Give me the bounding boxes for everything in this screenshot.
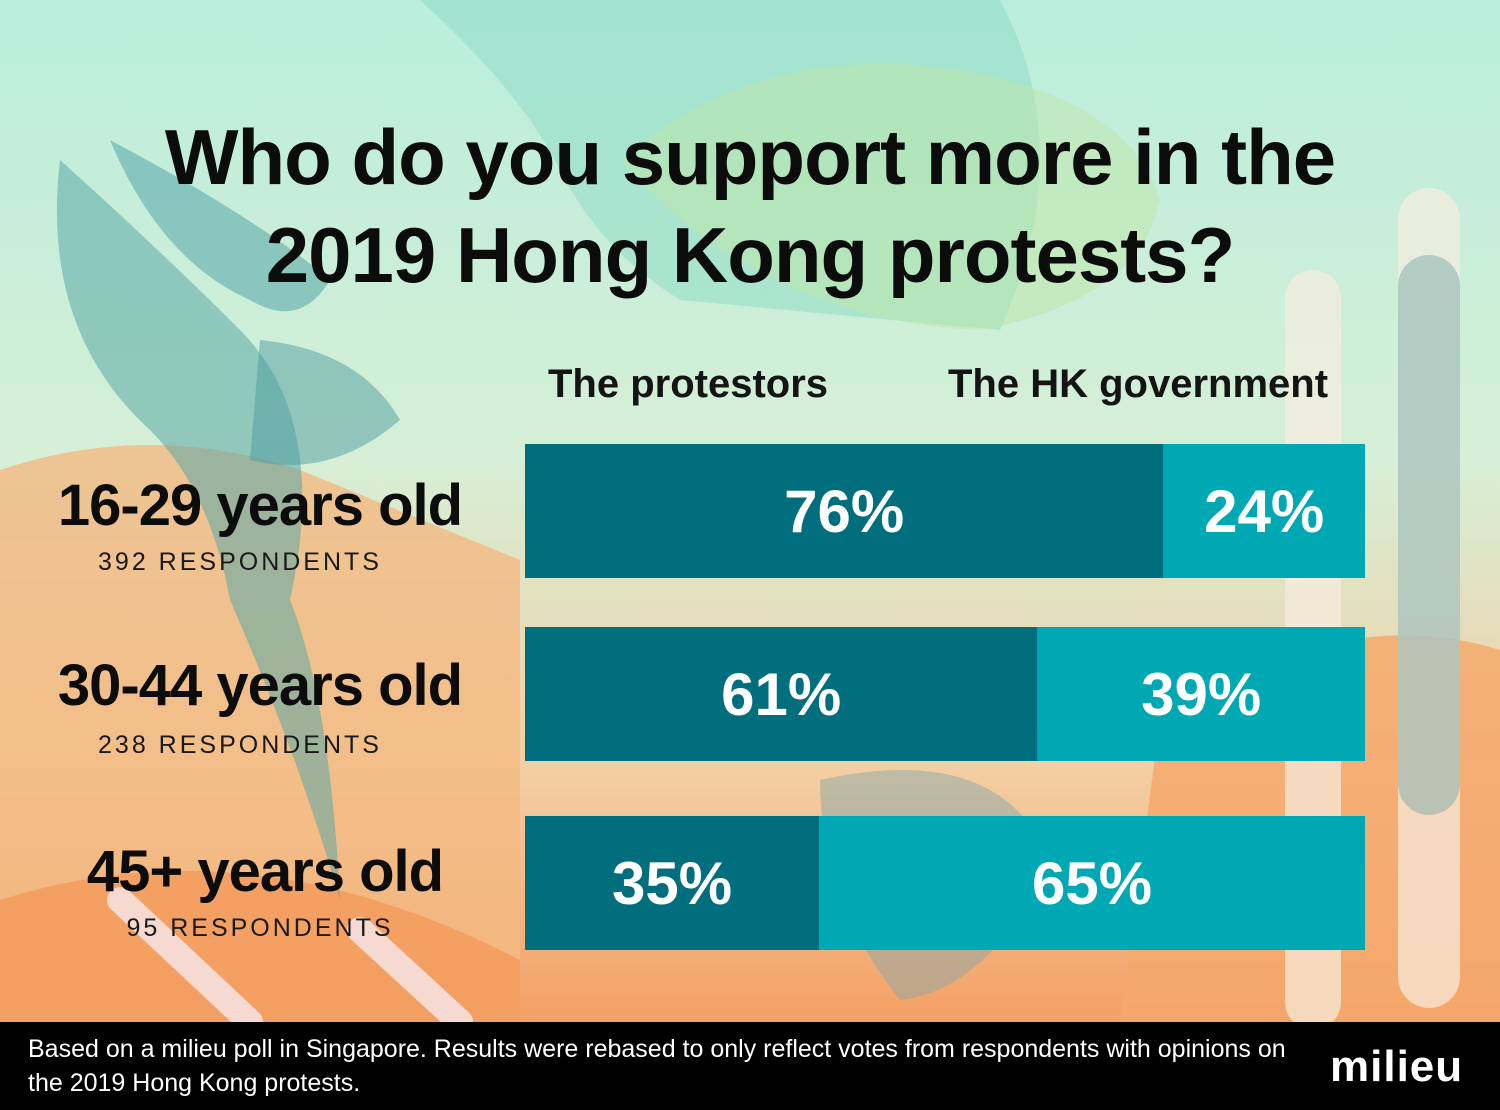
legend-label-protestors: The protestors — [548, 362, 829, 406]
respondents-label-30-44: 238 RESPONDENTS — [98, 731, 382, 759]
chart-title-line-1: Who do you support more in the — [164, 113, 1336, 201]
chart-title-line-2: 2019 Hong Kong protests? — [265, 211, 1235, 299]
value-label-protestors-30-44: 61% — [721, 661, 841, 728]
category-label-30-44: 30-44 years old — [57, 653, 463, 718]
value-label-protestors-16-29: 76% — [784, 478, 904, 545]
bar-hk-government-45-plus — [819, 816, 1365, 950]
legend-label-hk-government: The HK government — [948, 362, 1329, 406]
respondents-label-45-plus: 95 RESPONDENTS — [126, 914, 394, 942]
value-label-hk-government-16-29: 24% — [1204, 478, 1324, 545]
category-label-45-plus: 45+ years old — [86, 839, 444, 904]
milieu-logo: milieu — [1330, 1042, 1464, 1091]
respondents-label-16-29: 392 RESPONDENTS — [98, 548, 382, 576]
value-label-protestors-45-plus: 35% — [612, 850, 732, 917]
category-label-16-29: 16-29 years old — [57, 473, 463, 538]
value-label-hk-government-45-plus: 65% — [1032, 850, 1152, 917]
footer-bar: Based on a milieu poll in Singapore. Res… — [0, 1022, 1500, 1110]
bar-protestors-45-plus — [525, 816, 819, 950]
bar-hk-government-16-29 — [1163, 444, 1365, 578]
value-label-hk-government-30-44: 39% — [1141, 661, 1261, 728]
bar-protestors-16-29 — [525, 444, 1164, 578]
chart-title: Who do you support more in the 2019 Hong… — [0, 108, 1500, 304]
bar-hk-government-30-44 — [1037, 627, 1365, 761]
bar-protestors-30-44 — [525, 627, 1038, 761]
stacked-bar-chart: 76% 24% 61% 39% 35% 65% — [525, 444, 1365, 950]
footnote: Based on a milieu poll in Singapore. Res… — [28, 1035, 1286, 1097]
